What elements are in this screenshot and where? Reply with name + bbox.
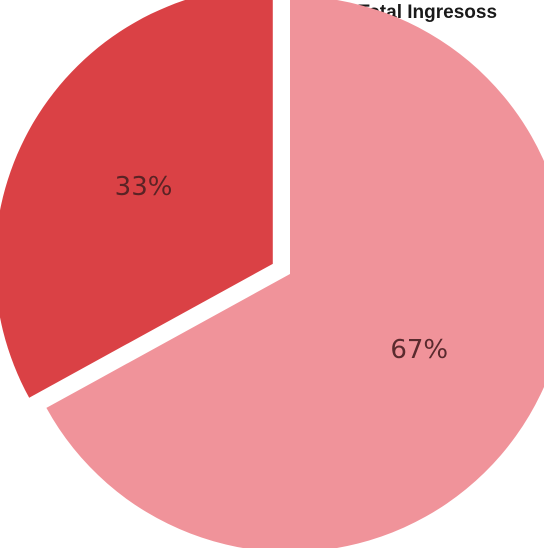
pie-slice-33 [0, 0, 273, 398]
slice-label-33: 33% [115, 172, 173, 202]
slice-label-67: 67% [390, 335, 448, 365]
pie-slice-67 [46, 0, 544, 548]
